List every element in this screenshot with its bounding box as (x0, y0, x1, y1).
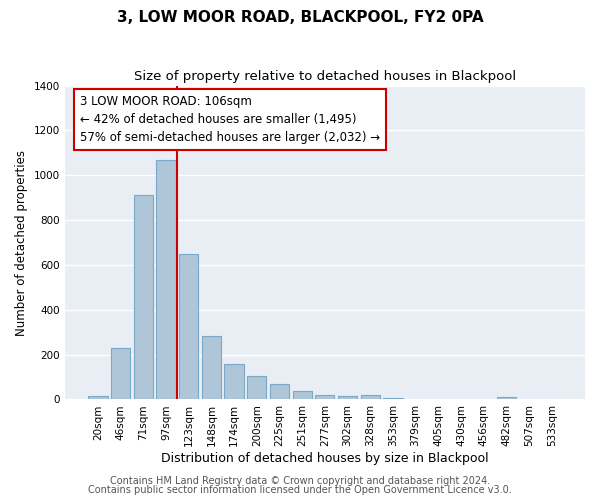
Bar (247, 376, 266, 400)
Bar (179, 254, 199, 400)
Text: 3, LOW MOOR ROAD, BLACKPOOL, FY2 0PA: 3, LOW MOOR ROAD, BLACKPOOL, FY2 0PA (116, 10, 484, 25)
Text: Contains HM Land Registry data © Crown copyright and database right 2024.: Contains HM Land Registry data © Crown c… (110, 476, 490, 486)
Y-axis label: Number of detached properties: Number of detached properties (15, 150, 28, 336)
Text: Contains public sector information licensed under the Open Government Licence v3: Contains public sector information licen… (88, 485, 512, 495)
Title: Size of property relative to detached houses in Blackpool: Size of property relative to detached ho… (134, 70, 516, 83)
Bar (88, 396, 107, 400)
Bar (111, 348, 130, 400)
Bar (293, 391, 312, 400)
Bar (338, 396, 357, 400)
Bar (497, 397, 516, 400)
Bar (202, 336, 221, 400)
Text: 3 LOW MOOR ROAD: 106sqm
← 42% of detached houses are smaller (1,495)
57% of semi: 3 LOW MOOR ROAD: 106sqm ← 42% of detache… (80, 95, 380, 144)
Bar (361, 396, 380, 400)
Bar (157, 160, 176, 400)
Bar (383, 398, 403, 400)
X-axis label: Distribution of detached houses by size in Blackpool: Distribution of detached houses by size … (161, 452, 488, 465)
Bar (134, 196, 153, 400)
Bar (315, 394, 334, 400)
Bar (270, 384, 289, 400)
Bar (224, 364, 244, 400)
